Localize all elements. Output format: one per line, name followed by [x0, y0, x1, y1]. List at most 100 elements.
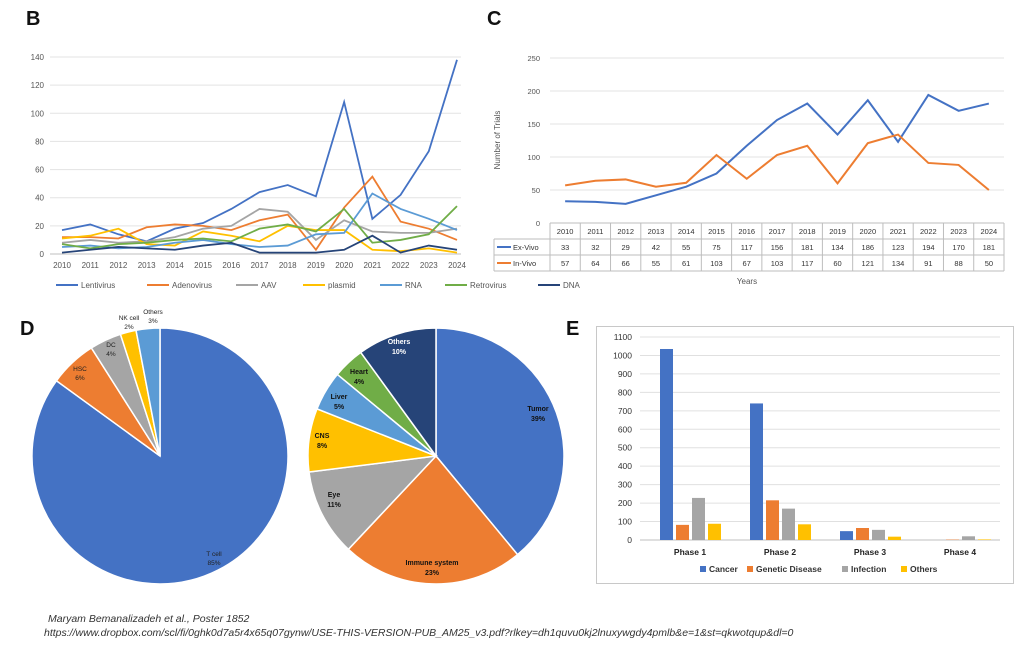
panel-letter-d: D [20, 318, 35, 340]
d2-slice-label: Tumor [527, 406, 549, 413]
c-ytick-label: 50 [532, 186, 540, 195]
c-table-value: 121 [862, 259, 875, 268]
c-table-value: 134 [831, 243, 844, 252]
d2-slice-pct: 8% [317, 443, 328, 450]
c-xtick-label: 2016 [738, 227, 755, 236]
e-bar [660, 348, 673, 540]
d1-slice-pct: 2% [124, 324, 134, 331]
d2-slice-pct: 23% [425, 570, 440, 577]
c-xtick-label: 2014 [678, 227, 695, 236]
d1-slice-label: NK cell [119, 315, 140, 322]
c-legend-label: In-Vivo [513, 259, 536, 268]
e-legend-swatch [901, 566, 907, 572]
d2-slice-label: Eye [328, 492, 341, 499]
panel-letter-b: B [26, 8, 41, 30]
b-xtick-label: 2014 [166, 261, 184, 270]
c-table-value: 75 [712, 243, 720, 252]
b-ytick-label: 40 [35, 194, 44, 203]
footer-url: https://www.dropbox.com/scl/fi/0ghk0d7a5… [44, 627, 794, 639]
pie-slice [308, 454, 438, 551]
c-table-value: 88 [954, 259, 962, 268]
c-xtick-label: 2012 [617, 227, 634, 236]
c-x-axis-label: Years [737, 277, 757, 286]
e-legend-label: Cancer [709, 564, 739, 574]
e-ytick-label: 800 [618, 387, 632, 397]
pie-slice [359, 327, 437, 459]
b-xtick-label: 2022 [392, 261, 410, 270]
e-bar [676, 524, 689, 540]
d1-slice-label: Others [143, 309, 163, 316]
c-table-value: 117 [801, 259, 813, 268]
c-table-value: 61 [682, 259, 690, 268]
pie-slice [135, 327, 161, 457]
c-table-value: 156 [771, 243, 784, 252]
e-bar [962, 536, 975, 540]
c-table-value: 117 [741, 243, 753, 252]
c-table-value: 50 [985, 259, 993, 268]
e-legend-label: Genetic Disease [756, 564, 822, 574]
d1-slice-label: DC [106, 342, 116, 349]
d2-slice-pct: 10% [392, 349, 407, 356]
c-xtick-label: 2020 [859, 227, 876, 236]
e-ytick-label: 900 [618, 369, 632, 379]
c-table-value: 55 [682, 243, 690, 252]
c-table-value: 42 [652, 243, 660, 252]
b-series-line [61, 205, 458, 250]
c-xtick-label: 2010 [557, 227, 574, 236]
panel-letter-c: C [487, 8, 502, 30]
b-ytick-label: 20 [35, 222, 44, 231]
c-xtick-label: 2011 [587, 227, 603, 236]
c-table-value: 60 [833, 259, 841, 268]
d1-slice-pct: 85% [207, 560, 220, 567]
e-category-label: Phase 3 [854, 547, 886, 557]
b-legend-label: Lentivirus [81, 281, 115, 290]
c-table-value: 186 [862, 243, 875, 252]
b-xtick-label: 2012 [110, 261, 128, 270]
c-table-value: 134 [892, 259, 905, 268]
c-table-value: 55 [652, 259, 660, 268]
d2-slice-pct: 39% [531, 416, 546, 423]
b-series-line [61, 208, 458, 244]
d2-slice-label: CNS [315, 433, 330, 440]
e-ytick-label: 700 [618, 406, 632, 416]
d2-slice-label: Others [388, 339, 411, 346]
e-bar [872, 529, 885, 540]
e-ytick-label: 200 [618, 498, 632, 508]
b-ytick-label: 0 [40, 250, 45, 259]
b-xtick-label: 2016 [222, 261, 240, 270]
e-legend-swatch [747, 566, 753, 572]
b-xtick-label: 2019 [307, 261, 325, 270]
e-ytick-label: 100 [618, 517, 632, 527]
b-legend-label: AAV [261, 281, 277, 290]
b-xtick-label: 2010 [53, 261, 71, 270]
b-legend-label: plasmid [328, 281, 356, 290]
c-ytick-label: 200 [527, 87, 540, 96]
footer-citation: Maryam Bemanalizadeh et al., Poster 1852 [48, 613, 250, 625]
d1-slice-pct: 6% [75, 375, 85, 382]
d2-slice-pct: 4% [354, 379, 365, 386]
e-bar [750, 403, 763, 540]
c-table-value: 64 [591, 259, 599, 268]
e-bar [782, 508, 795, 540]
c-xtick-label: 2021 [890, 227, 907, 236]
c-ytick-label: 250 [527, 54, 540, 63]
b-legend-label: RNA [405, 281, 423, 290]
e-ytick-label: 0 [627, 535, 632, 545]
panel-letter-e: E [566, 318, 580, 340]
d2-slice-label: Immune system [406, 560, 459, 567]
e-legend-label: Others [910, 564, 938, 574]
c-xtick-label: 2022 [920, 227, 937, 236]
d1-slice-label: T cell [206, 551, 222, 558]
b-xtick-label: 2017 [251, 261, 269, 270]
c-table-value: 170 [952, 243, 965, 252]
c-ytick-label: 150 [527, 120, 540, 129]
b-xtick-label: 2018 [279, 261, 297, 270]
b-legend-label: Adenovirus [172, 281, 212, 290]
d2-slice-label: Liver [331, 394, 348, 401]
c-xtick-label: 2013 [648, 227, 665, 236]
c-y-axis-label: Number of Trials [493, 111, 502, 170]
b-xtick-label: 2021 [363, 261, 381, 270]
